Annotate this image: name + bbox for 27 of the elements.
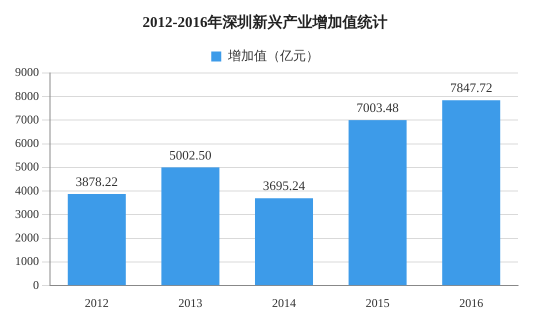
bar	[161, 167, 220, 286]
bar	[68, 194, 126, 286]
data-label: 7003.48	[356, 100, 399, 116]
y-tick-label: 9000	[15, 65, 39, 80]
bar	[348, 120, 407, 286]
bar	[254, 198, 314, 286]
bar	[442, 100, 500, 286]
x-tick-label: 2016	[459, 296, 484, 310]
x-tick-label: 2013	[178, 296, 202, 310]
chart-title: 2012-2016年深圳新兴产业增加值统计	[142, 12, 388, 31]
x-tick-label: 2014	[272, 296, 296, 310]
y-tick-label: 3000	[15, 206, 39, 221]
legend-label: 增加值（亿元）	[226, 48, 319, 63]
y-tick-label: 2000	[15, 230, 39, 245]
y-tick-label: 8000	[15, 88, 39, 103]
y-tick-label: 7000	[15, 112, 39, 126]
y-tick-label: 0	[33, 278, 39, 292]
data-label: 3878.22	[76, 174, 118, 189]
x-tick-label: 2012	[84, 296, 109, 310]
y-tick-label: 1000	[15, 254, 39, 268]
y-tick-label: 4000	[15, 183, 39, 198]
x-tick-label: 2015	[366, 296, 390, 310]
data-label: 3695.24	[262, 178, 306, 194]
data-label: 5002.50	[169, 147, 212, 162]
data-label: 7847.72	[450, 80, 492, 96]
y-tick-label: 5000	[15, 160, 39, 174]
y-tick-label: 6000	[15, 136, 39, 150]
